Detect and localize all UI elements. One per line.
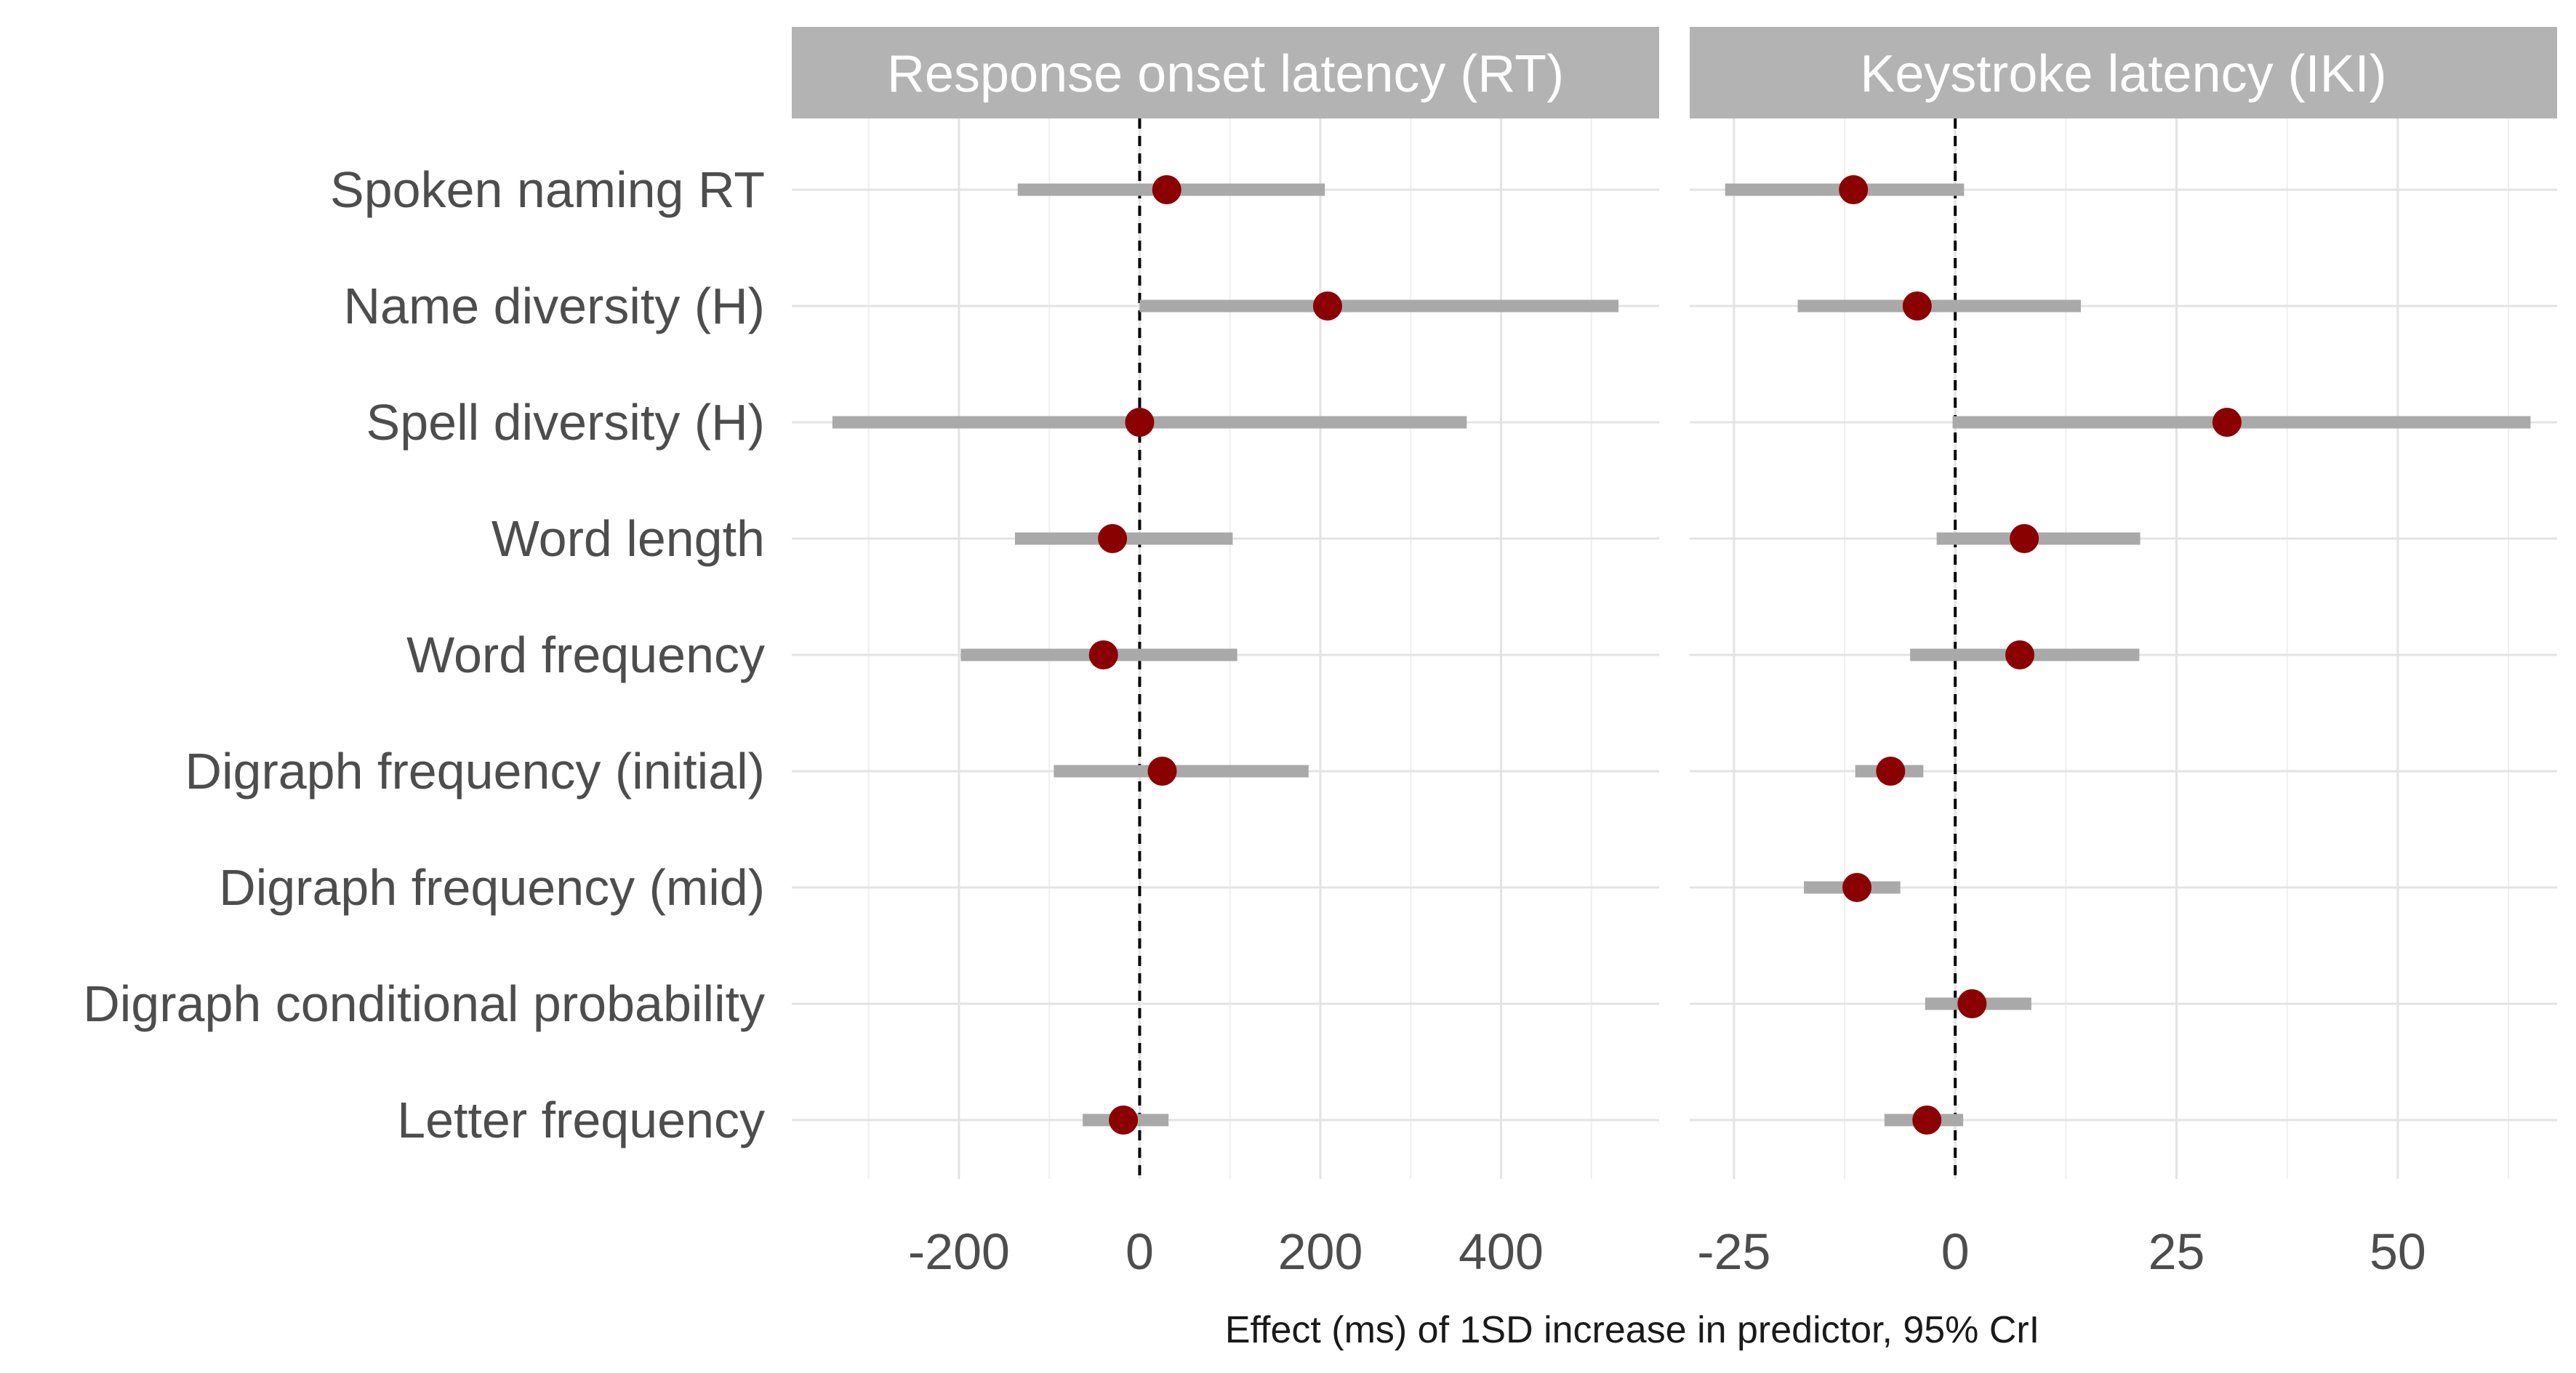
panel-title: Response onset latency (RT) bbox=[887, 45, 1564, 103]
x-tick-label: -200 bbox=[908, 1223, 1010, 1280]
estimate-point-word-frequency bbox=[1088, 640, 1118, 669]
predictor-label-name-diversity-h: Name diversity (H) bbox=[343, 278, 765, 334]
x-tick-label: 400 bbox=[1458, 1223, 1544, 1280]
predictor-label-spoken-naming-rt: Spoken naming RT bbox=[330, 161, 765, 218]
estimate-point-word-frequency bbox=[2005, 640, 2035, 669]
estimate-point-spoken-naming-rt bbox=[1152, 175, 1181, 204]
predictor-label-spell-diversity-h: Spell diversity (H) bbox=[366, 394, 765, 451]
x-tick-label: 200 bbox=[1278, 1223, 1363, 1280]
estimate-point-digraph-frequency-initial bbox=[1876, 757, 1906, 786]
panel-strip bbox=[792, 27, 1659, 118]
estimate-point-digraph-frequency-initial bbox=[1147, 757, 1177, 786]
x-tick-label: -25 bbox=[1697, 1223, 1770, 1280]
x-axis-title: Effect (ms) of 1SD increase in predictor… bbox=[1225, 1309, 2039, 1351]
predictor-label-digraph-conditional-probability: Digraph conditional probability bbox=[83, 975, 765, 1032]
estimate-point-word-length bbox=[1098, 524, 1128, 553]
panel-strip bbox=[1690, 27, 2557, 118]
x-tick-label: 25 bbox=[2148, 1223, 2205, 1280]
estimate-point-digraph-frequency-mid bbox=[1842, 873, 1872, 902]
panel-response-onset-latency-rt: Response onset latency (RT) -200 0 200 400 bbox=[792, 27, 1659, 1280]
predictor-label-digraph-frequency-mid: Digraph frequency (mid) bbox=[219, 859, 765, 916]
predictor-label-digraph-frequency-initial: Digraph frequency (initial) bbox=[185, 743, 765, 800]
estimate-point-letter-frequency bbox=[1109, 1106, 1139, 1135]
estimate-point-name-diversity-h bbox=[1902, 291, 1932, 321]
estimate-point-word-length bbox=[2010, 524, 2039, 553]
predictor-label-word-length: Word length bbox=[491, 510, 765, 567]
panels: Response onset latency (RT) -200 0 200 400 Ke… bbox=[792, 27, 2557, 1280]
estimate-point-spoken-naming-rt bbox=[1839, 175, 1869, 204]
x-tick-label: 0 bbox=[1941, 1223, 1970, 1280]
estimate-point-letter-frequency bbox=[1912, 1106, 1942, 1135]
x-tick-label: 50 bbox=[2370, 1223, 2426, 1280]
estimate-point-name-diversity-h bbox=[1312, 291, 1342, 321]
panel-title: Keystroke latency (IKI) bbox=[1860, 45, 2386, 103]
predictor-label-letter-frequency: Letter frequency bbox=[397, 1092, 765, 1148]
predictor-labels: Spoken naming RT Name diversity (H) Spell … bbox=[83, 161, 765, 1148]
x-tick-label: 0 bbox=[1126, 1223, 1154, 1280]
predictor-label-word-frequency: Word frequency bbox=[406, 627, 765, 683]
panel-keystroke-latency-iki: Keystroke latency (IKI) -25 0 25 50 bbox=[1690, 27, 2557, 1280]
estimate-point-spell-diversity-h bbox=[1125, 408, 1155, 437]
estimate-point-digraph-conditional-probability bbox=[1957, 989, 1987, 1018]
estimate-point-spell-diversity-h bbox=[2212, 408, 2242, 437]
